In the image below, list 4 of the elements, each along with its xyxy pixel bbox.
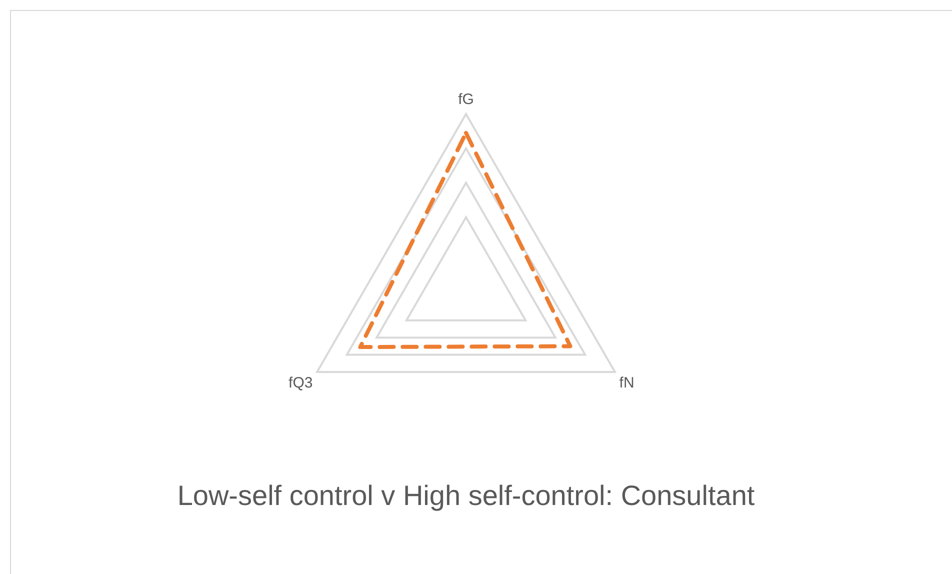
spoke-label: fQ3 (288, 374, 313, 392)
text: Low-self control v High self-control: Consultant (177, 480, 755, 511)
spoke-label: fN (619, 374, 634, 392)
spoke-label: fG (458, 91, 474, 108)
